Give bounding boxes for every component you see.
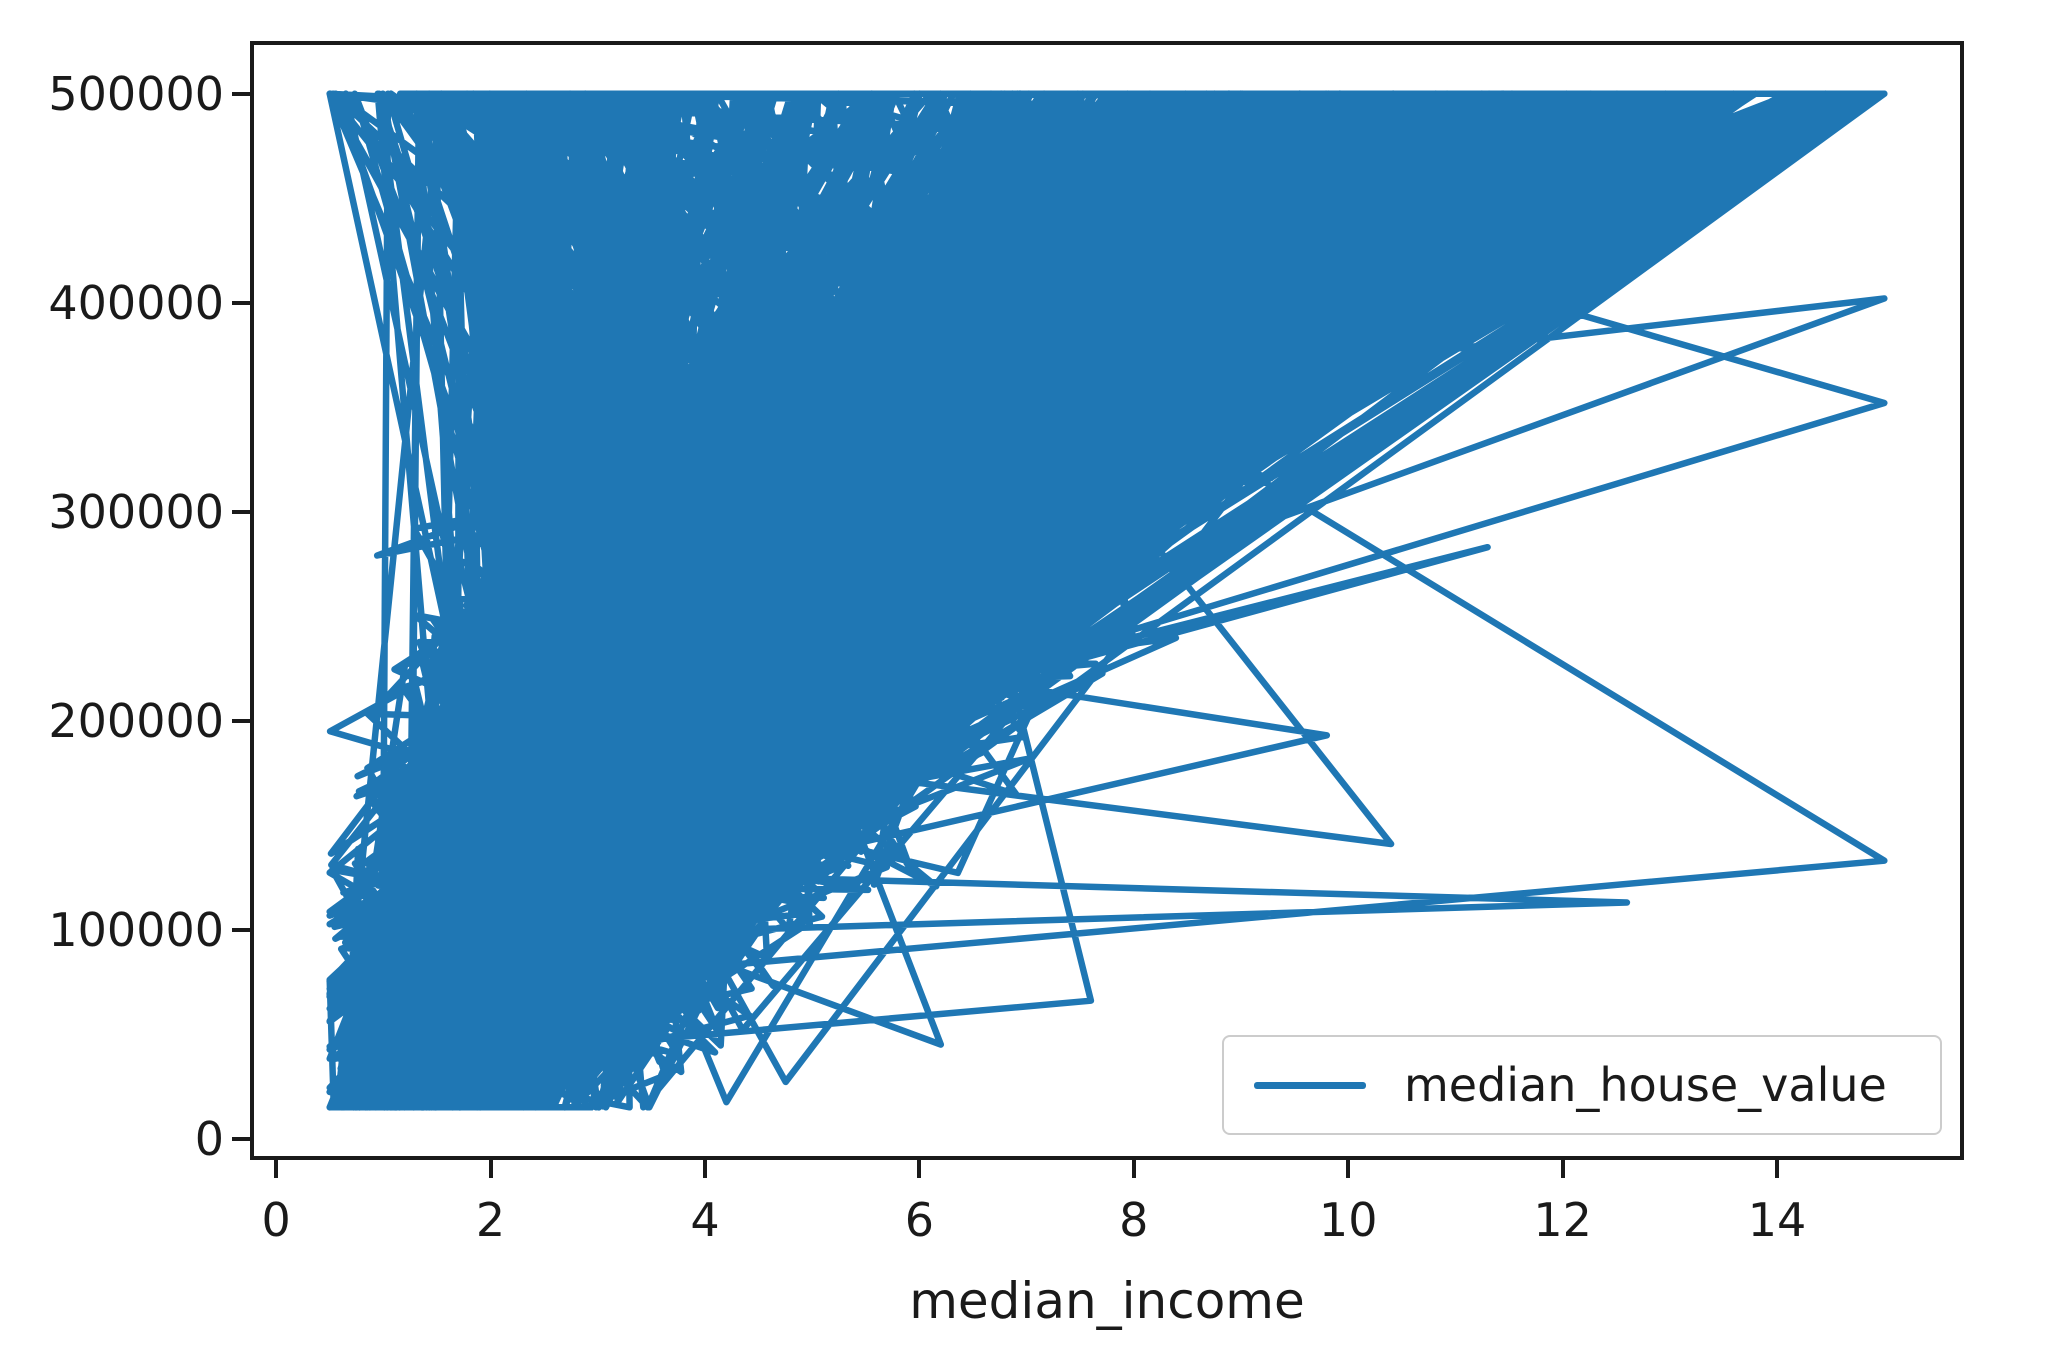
y-tick-label: 300000: [48, 484, 224, 539]
legend: median_house_value: [1222, 1035, 1942, 1135]
median-house-value-line: [326, 90, 1888, 1111]
x-tick-label: 2: [475, 1193, 506, 1247]
y-tick-label: 400000: [48, 275, 224, 330]
x-tick-mark: [488, 1160, 493, 1178]
x-tick-label: 0: [261, 1193, 291, 1247]
y-tick-mark: [232, 927, 250, 932]
x-tick-label: 4: [690, 1193, 720, 1247]
x-tick-mark: [274, 1160, 279, 1178]
x-tick-label: 8: [1119, 1193, 1149, 1247]
y-tick-label: 200000: [48, 693, 224, 748]
x-tick-mark: [1775, 1160, 1780, 1178]
y-tick-mark: [232, 1136, 250, 1141]
legend-line-swatch: [1254, 1081, 1366, 1089]
x-tick-label: 6: [904, 1193, 935, 1247]
y-tick-label: 500000: [48, 66, 224, 121]
x-tick-mark: [1346, 1160, 1351, 1178]
x-tick-mark: [1560, 1160, 1565, 1178]
x-tick-mark: [1131, 1160, 1136, 1178]
x-tick-mark: [702, 1160, 707, 1178]
x-tick-label: 12: [1533, 1193, 1592, 1247]
y-tick-label: 0: [194, 1111, 224, 1166]
x-tick-mark: [917, 1160, 922, 1178]
y-tick-mark: [232, 91, 250, 96]
y-tick-mark: [232, 509, 250, 514]
x-tick-label: 10: [1318, 1193, 1378, 1247]
y-tick-mark: [232, 718, 250, 723]
x-axis-label: median_income: [909, 1272, 1305, 1330]
legend-label: median_house_value: [1404, 1058, 1887, 1112]
y-tick-mark: [232, 300, 250, 305]
plot-area: [326, 90, 1888, 1111]
y-tick-label: 100000: [48, 902, 224, 957]
x-tick-label: 14: [1747, 1193, 1807, 1247]
